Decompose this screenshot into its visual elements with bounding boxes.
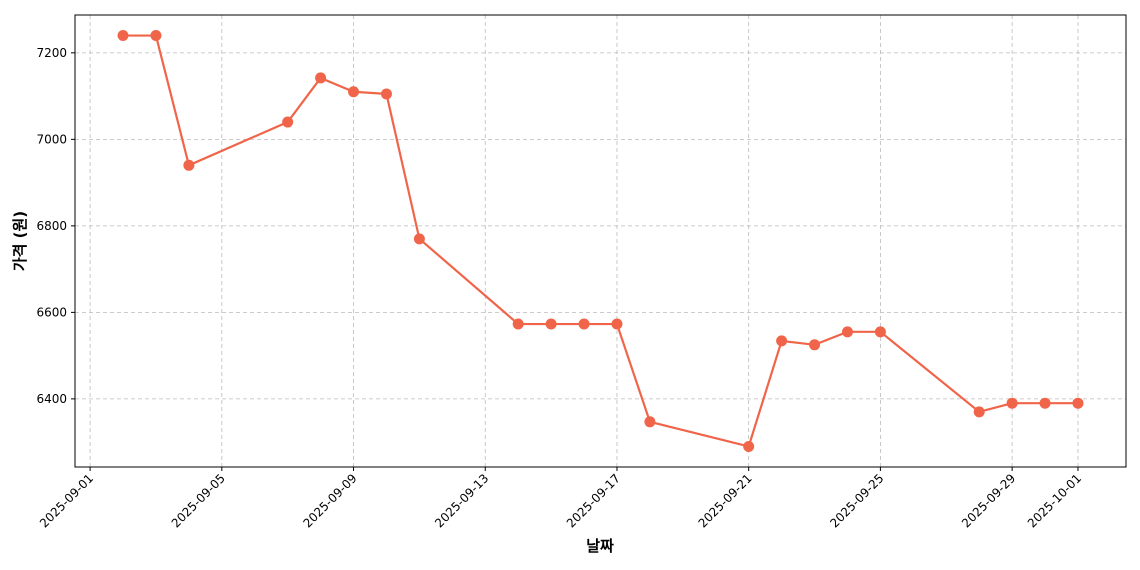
point — [150, 30, 162, 42]
point — [183, 159, 195, 171]
point — [512, 318, 524, 330]
point — [1072, 397, 1084, 409]
point — [117, 30, 129, 42]
point — [743, 440, 755, 452]
point — [841, 326, 853, 338]
point — [413, 233, 425, 245]
x-tick-label: 2025-09-21 — [696, 471, 755, 530]
x-tick-label: 2025-09-01 — [37, 471, 96, 530]
point — [348, 86, 360, 98]
x-tick-label: 2025-10-01 — [1025, 471, 1084, 530]
point — [282, 116, 294, 128]
plot-frame — [74, 14, 1127, 468]
point — [776, 335, 788, 347]
point — [1006, 397, 1018, 409]
point — [973, 406, 985, 418]
x-tick-label: 2025-09-25 — [827, 471, 886, 530]
point — [315, 72, 327, 84]
x-tick-label: 2025-09-29 — [959, 471, 1018, 530]
point — [380, 88, 392, 100]
point — [644, 416, 656, 428]
line — [123, 34, 1078, 448]
point — [874, 326, 886, 338]
x-axis-label: 날짜 — [586, 537, 614, 555]
x-tick-label: 2025-09-13 — [432, 471, 491, 530]
point — [545, 318, 557, 330]
point — [1039, 397, 1051, 409]
y-tick-label: 7200 — [36, 46, 67, 60]
x-tick-label: 2025-09-17 — [564, 471, 623, 530]
x-tick-label: 2025-09-05 — [169, 471, 228, 530]
y-axis-label: 가격 (원) — [11, 211, 29, 271]
y-tick-label: 7000 — [36, 132, 67, 146]
y-tick-label: 6800 — [36, 219, 67, 233]
y-tick-label: 6600 — [36, 305, 67, 319]
point — [578, 318, 590, 330]
y-tick-label: 6400 — [36, 392, 67, 406]
point — [809, 339, 821, 351]
x-tick-label: 2025-09-09 — [300, 471, 359, 530]
point — [611, 318, 623, 330]
